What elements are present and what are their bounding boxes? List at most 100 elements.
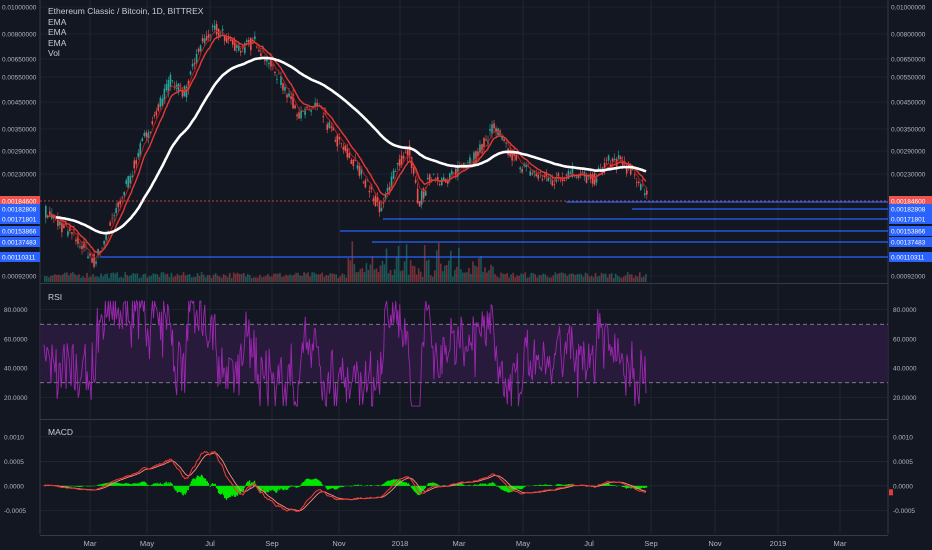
legend-ema-1[interactable]: EMA — [48, 16, 67, 27]
macd-histogram-bar — [644, 485, 647, 488]
macd-histogram-bar — [621, 485, 624, 488]
volume-bar — [353, 264, 356, 282]
volume-bar — [520, 273, 522, 282]
volume-bar — [247, 273, 249, 282]
macd-histogram-bar — [335, 485, 337, 489]
macd-histogram-bar — [390, 479, 392, 486]
candle-body — [195, 53, 198, 64]
macd-histogram-bar — [169, 482, 171, 486]
macd-histogram-bar — [609, 485, 612, 486]
legend-volume[interactable]: Vol — [48, 48, 60, 58]
macd-histogram-bar — [567, 484, 569, 486]
volume-bar — [369, 264, 372, 282]
candle-body — [223, 35, 226, 41]
macd-histogram-bar — [331, 485, 333, 489]
rsi-label[interactable]: RSI — [48, 292, 63, 302]
volume-bar — [486, 272, 488, 282]
volume-bar — [363, 272, 366, 282]
candle-body — [143, 133, 146, 136]
price-level-tag-right — [889, 214, 932, 224]
volume-bar — [216, 275, 219, 282]
macd-histogram-bar — [624, 485, 627, 488]
macd-histogram-bar — [505, 485, 507, 492]
macd-histogram-bar — [325, 485, 327, 488]
volume-bar — [351, 241, 354, 282]
volume-bar — [492, 266, 494, 282]
macd-histogram-bar — [501, 485, 503, 490]
candle-body — [559, 178, 562, 180]
candle-body — [61, 222, 63, 233]
macd-histogram-bar — [384, 482, 386, 486]
macd-histogram-bar — [170, 483, 172, 486]
volume-bar — [600, 272, 603, 282]
volume-bar — [92, 274, 94, 282]
macd-histogram-bar — [561, 484, 563, 486]
volume-bar — [331, 273, 334, 282]
volume-bar — [387, 273, 390, 282]
volume-bar — [361, 268, 364, 282]
legend-ema-2[interactable]: EMA — [48, 27, 67, 37]
volume-bar — [295, 272, 297, 282]
volume-bar — [321, 272, 323, 282]
candle-body — [149, 131, 152, 133]
macd-histogram-bar — [187, 485, 189, 491]
price-tick-left: 0.00230000 — [2, 172, 37, 179]
price-level-label-left: 0.00137483 — [2, 240, 37, 247]
candle-body — [493, 123, 495, 129]
macd-label[interactable]: MACD — [48, 427, 74, 437]
candle-body — [250, 38, 252, 51]
candle-body — [131, 175, 134, 178]
macd-histogram-bar — [286, 485, 288, 490]
candle-body — [89, 253, 91, 256]
macd-histogram-bar — [354, 484, 356, 486]
volume-bar — [636, 276, 639, 282]
macd-histogram-bar — [545, 484, 547, 486]
candle-body — [139, 143, 142, 157]
macd-histogram-bar — [201, 475, 203, 486]
macd-histogram-bar — [129, 483, 131, 486]
candle-body — [237, 44, 240, 51]
candle-body — [193, 63, 196, 65]
candle-body — [535, 173, 538, 176]
macd-histogram-bar — [302, 482, 304, 486]
macd-histogram-bar — [298, 485, 300, 488]
macd-histogram-bar — [539, 484, 541, 486]
macd-tick-right: 0.0005 — [893, 459, 913, 466]
macd-histogram-bar — [557, 483, 559, 486]
macd-histogram-bar — [296, 485, 298, 488]
volume-bar — [379, 265, 382, 282]
volume-bar — [226, 277, 229, 282]
macd-histogram-bar — [288, 485, 290, 488]
volume-bar — [303, 272, 305, 282]
candle-body — [292, 94, 294, 109]
volume-bar — [431, 276, 434, 282]
macd-histogram-bar — [524, 485, 526, 487]
volume-bar — [214, 273, 217, 282]
volume-bar — [480, 255, 482, 282]
volume-bar — [265, 275, 267, 282]
volume-bar — [164, 274, 167, 282]
price-level-tag-right — [889, 196, 932, 206]
candle-body — [629, 164, 632, 175]
macd-histogram-bar — [564, 484, 566, 486]
macd-histogram-bar — [605, 483, 607, 486]
x-tick-label: Mar — [453, 539, 466, 548]
macd-histogram-bar — [382, 483, 384, 486]
macd-histogram-bar — [606, 483, 609, 486]
price-tick-left: 0.01000000 — [2, 5, 37, 12]
macd-histogram-bar — [376, 485, 378, 486]
ema-line-fast — [48, 30, 647, 259]
candle-body — [95, 261, 97, 264]
legend-ema-3[interactable]: EMA — [48, 37, 67, 48]
macd-histogram-bar — [424, 485, 427, 488]
macd-histogram-bar — [350, 485, 352, 487]
macd-histogram-bar — [428, 483, 431, 486]
macd-histogram-bar — [223, 485, 226, 498]
macd-histogram-bar — [268, 485, 270, 493]
macd-histogram-bar — [330, 485, 332, 489]
macd-histogram-bar — [321, 484, 323, 486]
volume-bar — [349, 260, 352, 282]
price-level-tag-left — [0, 214, 40, 224]
macd-histogram-bar — [389, 480, 391, 486]
